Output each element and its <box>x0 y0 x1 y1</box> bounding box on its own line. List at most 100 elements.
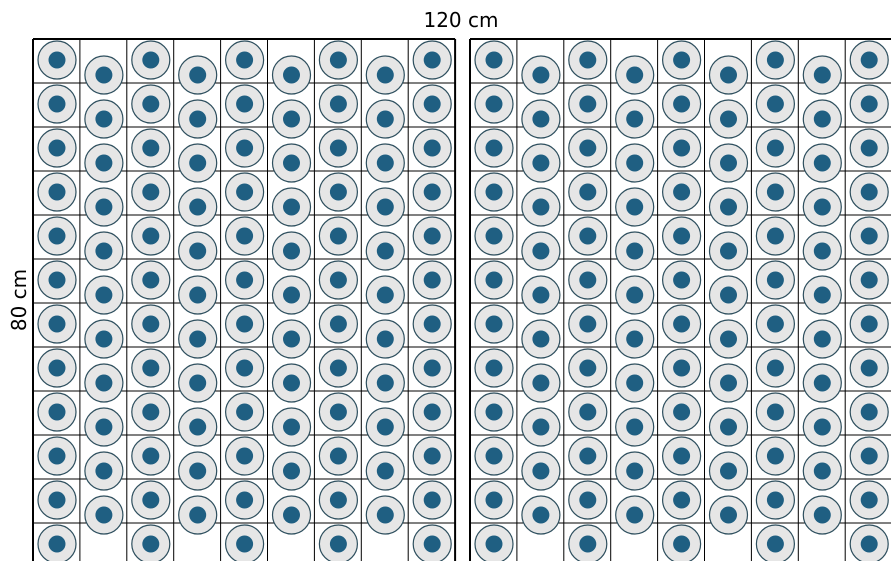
roll-core <box>189 418 207 436</box>
roll-core <box>236 491 254 509</box>
height-label: 80 cm <box>7 269 31 331</box>
roll-core <box>283 110 300 128</box>
roll-core <box>626 198 644 216</box>
roll-core <box>579 403 597 421</box>
roll-core <box>423 535 441 553</box>
roll-core <box>626 286 644 304</box>
roll-core <box>813 66 831 84</box>
roll-core <box>579 271 597 289</box>
roll-core <box>95 242 113 260</box>
roll-core <box>860 491 878 509</box>
roll-core <box>329 95 347 113</box>
roll-core <box>142 315 160 333</box>
roll-core <box>329 51 347 69</box>
roll-core <box>283 198 300 216</box>
roll-core <box>142 95 160 113</box>
roll-core <box>236 271 254 289</box>
roll-core <box>423 315 441 333</box>
roll-core <box>860 315 878 333</box>
roll-core <box>766 535 784 553</box>
roll-core <box>376 154 394 172</box>
roll-core <box>720 330 737 348</box>
roll-core <box>95 462 113 480</box>
roll-core <box>329 359 347 377</box>
roll-core <box>48 139 66 157</box>
roll-core <box>142 491 160 509</box>
roll-core <box>813 374 831 392</box>
roll-core <box>673 403 691 421</box>
roll-core <box>720 506 737 524</box>
roll-core <box>720 418 737 436</box>
roll-core <box>626 418 644 436</box>
roll-core <box>283 330 300 348</box>
roll-core <box>283 66 300 84</box>
roll-core <box>189 506 207 524</box>
roll-core <box>189 286 207 304</box>
roll-core <box>329 139 347 157</box>
roll-core <box>283 462 300 480</box>
roll-core <box>95 286 113 304</box>
roll-core <box>329 227 347 245</box>
roll-core <box>579 491 597 509</box>
roll-core <box>95 66 113 84</box>
roll-core <box>236 403 254 421</box>
roll-core <box>813 110 831 128</box>
roll-core <box>860 447 878 465</box>
roll-core <box>485 51 503 69</box>
roll-core <box>766 491 784 509</box>
roll-core <box>283 418 300 436</box>
roll-core <box>860 227 878 245</box>
roll-core <box>579 447 597 465</box>
pallets <box>32 38 891 561</box>
roll-core <box>95 418 113 436</box>
roll-core <box>579 315 597 333</box>
roll-core <box>579 51 597 69</box>
roll-core <box>376 286 394 304</box>
roll-core <box>532 198 550 216</box>
roll-core <box>48 95 66 113</box>
roll-core <box>283 374 300 392</box>
roll-core <box>485 315 503 333</box>
roll-core <box>673 535 691 553</box>
roll-core <box>376 506 394 524</box>
roll-core <box>579 139 597 157</box>
roll-core <box>860 271 878 289</box>
roll-core <box>485 183 503 201</box>
roll-core <box>189 374 207 392</box>
roll-core <box>673 359 691 377</box>
roll-core <box>579 535 597 553</box>
roll-core <box>236 95 254 113</box>
roll-core <box>142 183 160 201</box>
roll-core <box>860 359 878 377</box>
roll-core <box>766 227 784 245</box>
roll-core <box>532 506 550 524</box>
roll-core <box>720 110 737 128</box>
roll-core <box>142 403 160 421</box>
roll-core <box>95 198 113 216</box>
roll-core <box>329 183 347 201</box>
roll-core <box>48 315 66 333</box>
roll-core <box>236 315 254 333</box>
roll-core <box>376 242 394 260</box>
roll-core <box>532 374 550 392</box>
roll-core <box>626 242 644 260</box>
roll-core <box>142 51 160 69</box>
roll-core <box>626 110 644 128</box>
roll-core <box>236 359 254 377</box>
roll-core <box>579 227 597 245</box>
roll-core <box>766 359 784 377</box>
roll-core <box>48 51 66 69</box>
roll-core <box>95 374 113 392</box>
roll-core <box>376 462 394 480</box>
roll-core <box>189 154 207 172</box>
roll-core <box>766 271 784 289</box>
roll-core <box>720 286 737 304</box>
roll-core <box>626 462 644 480</box>
roll-core <box>423 271 441 289</box>
roll-core <box>532 110 550 128</box>
roll-core <box>813 286 831 304</box>
roll-core <box>423 447 441 465</box>
roll-core <box>48 491 66 509</box>
roll-core <box>673 95 691 113</box>
